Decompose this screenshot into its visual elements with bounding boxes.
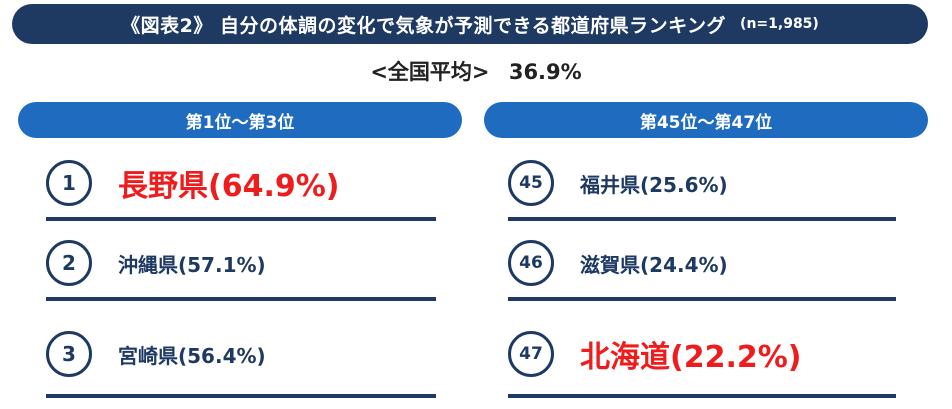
rank-item-2: 2 沖縄県(57.1%) [46, 226, 436, 306]
rank-divider [508, 217, 896, 221]
national-average: <全国平均> 36.9% [0, 56, 952, 86]
top3-header: 第1位～第3位 [18, 102, 462, 138]
rank-divider [46, 394, 436, 398]
rank-divider [508, 297, 896, 301]
rank-badge-1: 1 [46, 160, 92, 206]
rank-badge-45: 45 [508, 160, 554, 206]
rank-label-1: 長野県(64.9%) [118, 169, 340, 204]
rank-item-3: 3 宮崎県(56.4%) [46, 317, 436, 398]
rank-item-1: 1 長野県(64.9%) [46, 146, 436, 226]
chart-title: 《図表2》 自分の体調の変化で気象が予測できる都道府県ランキング [121, 14, 727, 37]
rank-item-47: 47 北海道(22.2%) [508, 317, 896, 398]
rank-badge-3: 3 [46, 331, 92, 377]
sample-size-note: (n=1,985) [740, 16, 819, 32]
rank-label-2: 沖縄県(57.1%) [118, 252, 266, 277]
rank-divider [508, 394, 896, 398]
rank-divider [46, 217, 436, 221]
bottom3-header-label: 第45位～第47位 [639, 112, 773, 133]
rank-item-45: 45 福井県(25.6%) [508, 146, 896, 226]
rank-badge-47: 47 [508, 331, 554, 377]
rank-label-3: 宮崎県(56.4%) [118, 343, 266, 368]
rank-badge-46: 46 [508, 240, 554, 286]
rank-item-46: 46 滋賀県(24.4%) [508, 226, 896, 306]
rank-label-47: 北海道(22.2%) [580, 340, 802, 375]
title-banner: 《図表2》 自分の体調の変化で気象が予測できる都道府県ランキング (n=1,98… [12, 4, 928, 44]
rank-label-45: 福井県(25.6%) [580, 172, 728, 197]
national-average-value: 36.9% [508, 60, 582, 84]
rank-label-46: 滋賀県(24.4%) [580, 252, 728, 277]
national-average-label: <全国平均> [370, 60, 490, 84]
rank-badge-2: 2 [46, 240, 92, 286]
rank-divider [46, 297, 436, 301]
top3-header-label: 第1位～第3位 [185, 112, 295, 133]
bottom3-header: 第45位～第47位 [484, 102, 928, 138]
